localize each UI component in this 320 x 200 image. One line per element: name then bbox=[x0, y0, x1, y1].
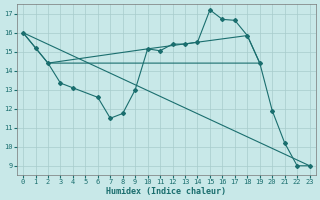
X-axis label: Humidex (Indice chaleur): Humidex (Indice chaleur) bbox=[106, 187, 226, 196]
